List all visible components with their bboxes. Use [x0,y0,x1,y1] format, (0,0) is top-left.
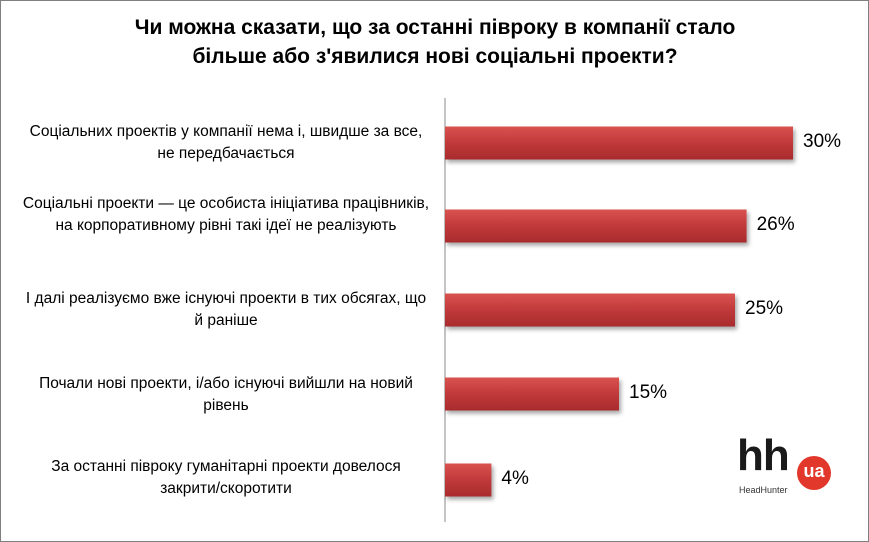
value-label-5: 4% [501,468,529,489]
logo-mark: hh [737,431,790,480]
value-label-1: 30% [803,131,842,152]
category-label-4: Почали нові проекти, і/або існуючі вийшл… [39,375,413,414]
chart-title-line-2: більше або з'явилися нові соціальні прое… [192,45,678,68]
value-label-4: 15% [629,382,668,403]
value-label-3: 25% [745,298,784,319]
category-label-2: Соціальні проекти — це особиста ініціати… [22,195,430,234]
chart-title: Чи можна сказати, що за останні півроку … [40,13,830,71]
category-label-1: Соціальних проектів у компанії нема і, ш… [29,123,423,162]
bar-3 [445,293,735,327]
headhunter-logo: hh ua HeadHunter [737,431,847,503]
bar-2 [445,209,747,243]
logo-name: HeadHunter [739,485,788,495]
bar-5 [445,463,492,497]
value-label-2: 26% [756,214,795,235]
chart-title-line-1: Чи можна сказати, що за останні півроку … [134,16,736,39]
category-label-5: За останні півроку гуманітарні проекти д… [51,458,401,497]
category-label-3: І далі реалізуємо вже існуючі проекти в … [25,290,427,329]
logo-badge: ua [797,456,831,490]
bar-4 [445,377,619,411]
bar-1 [445,126,793,160]
